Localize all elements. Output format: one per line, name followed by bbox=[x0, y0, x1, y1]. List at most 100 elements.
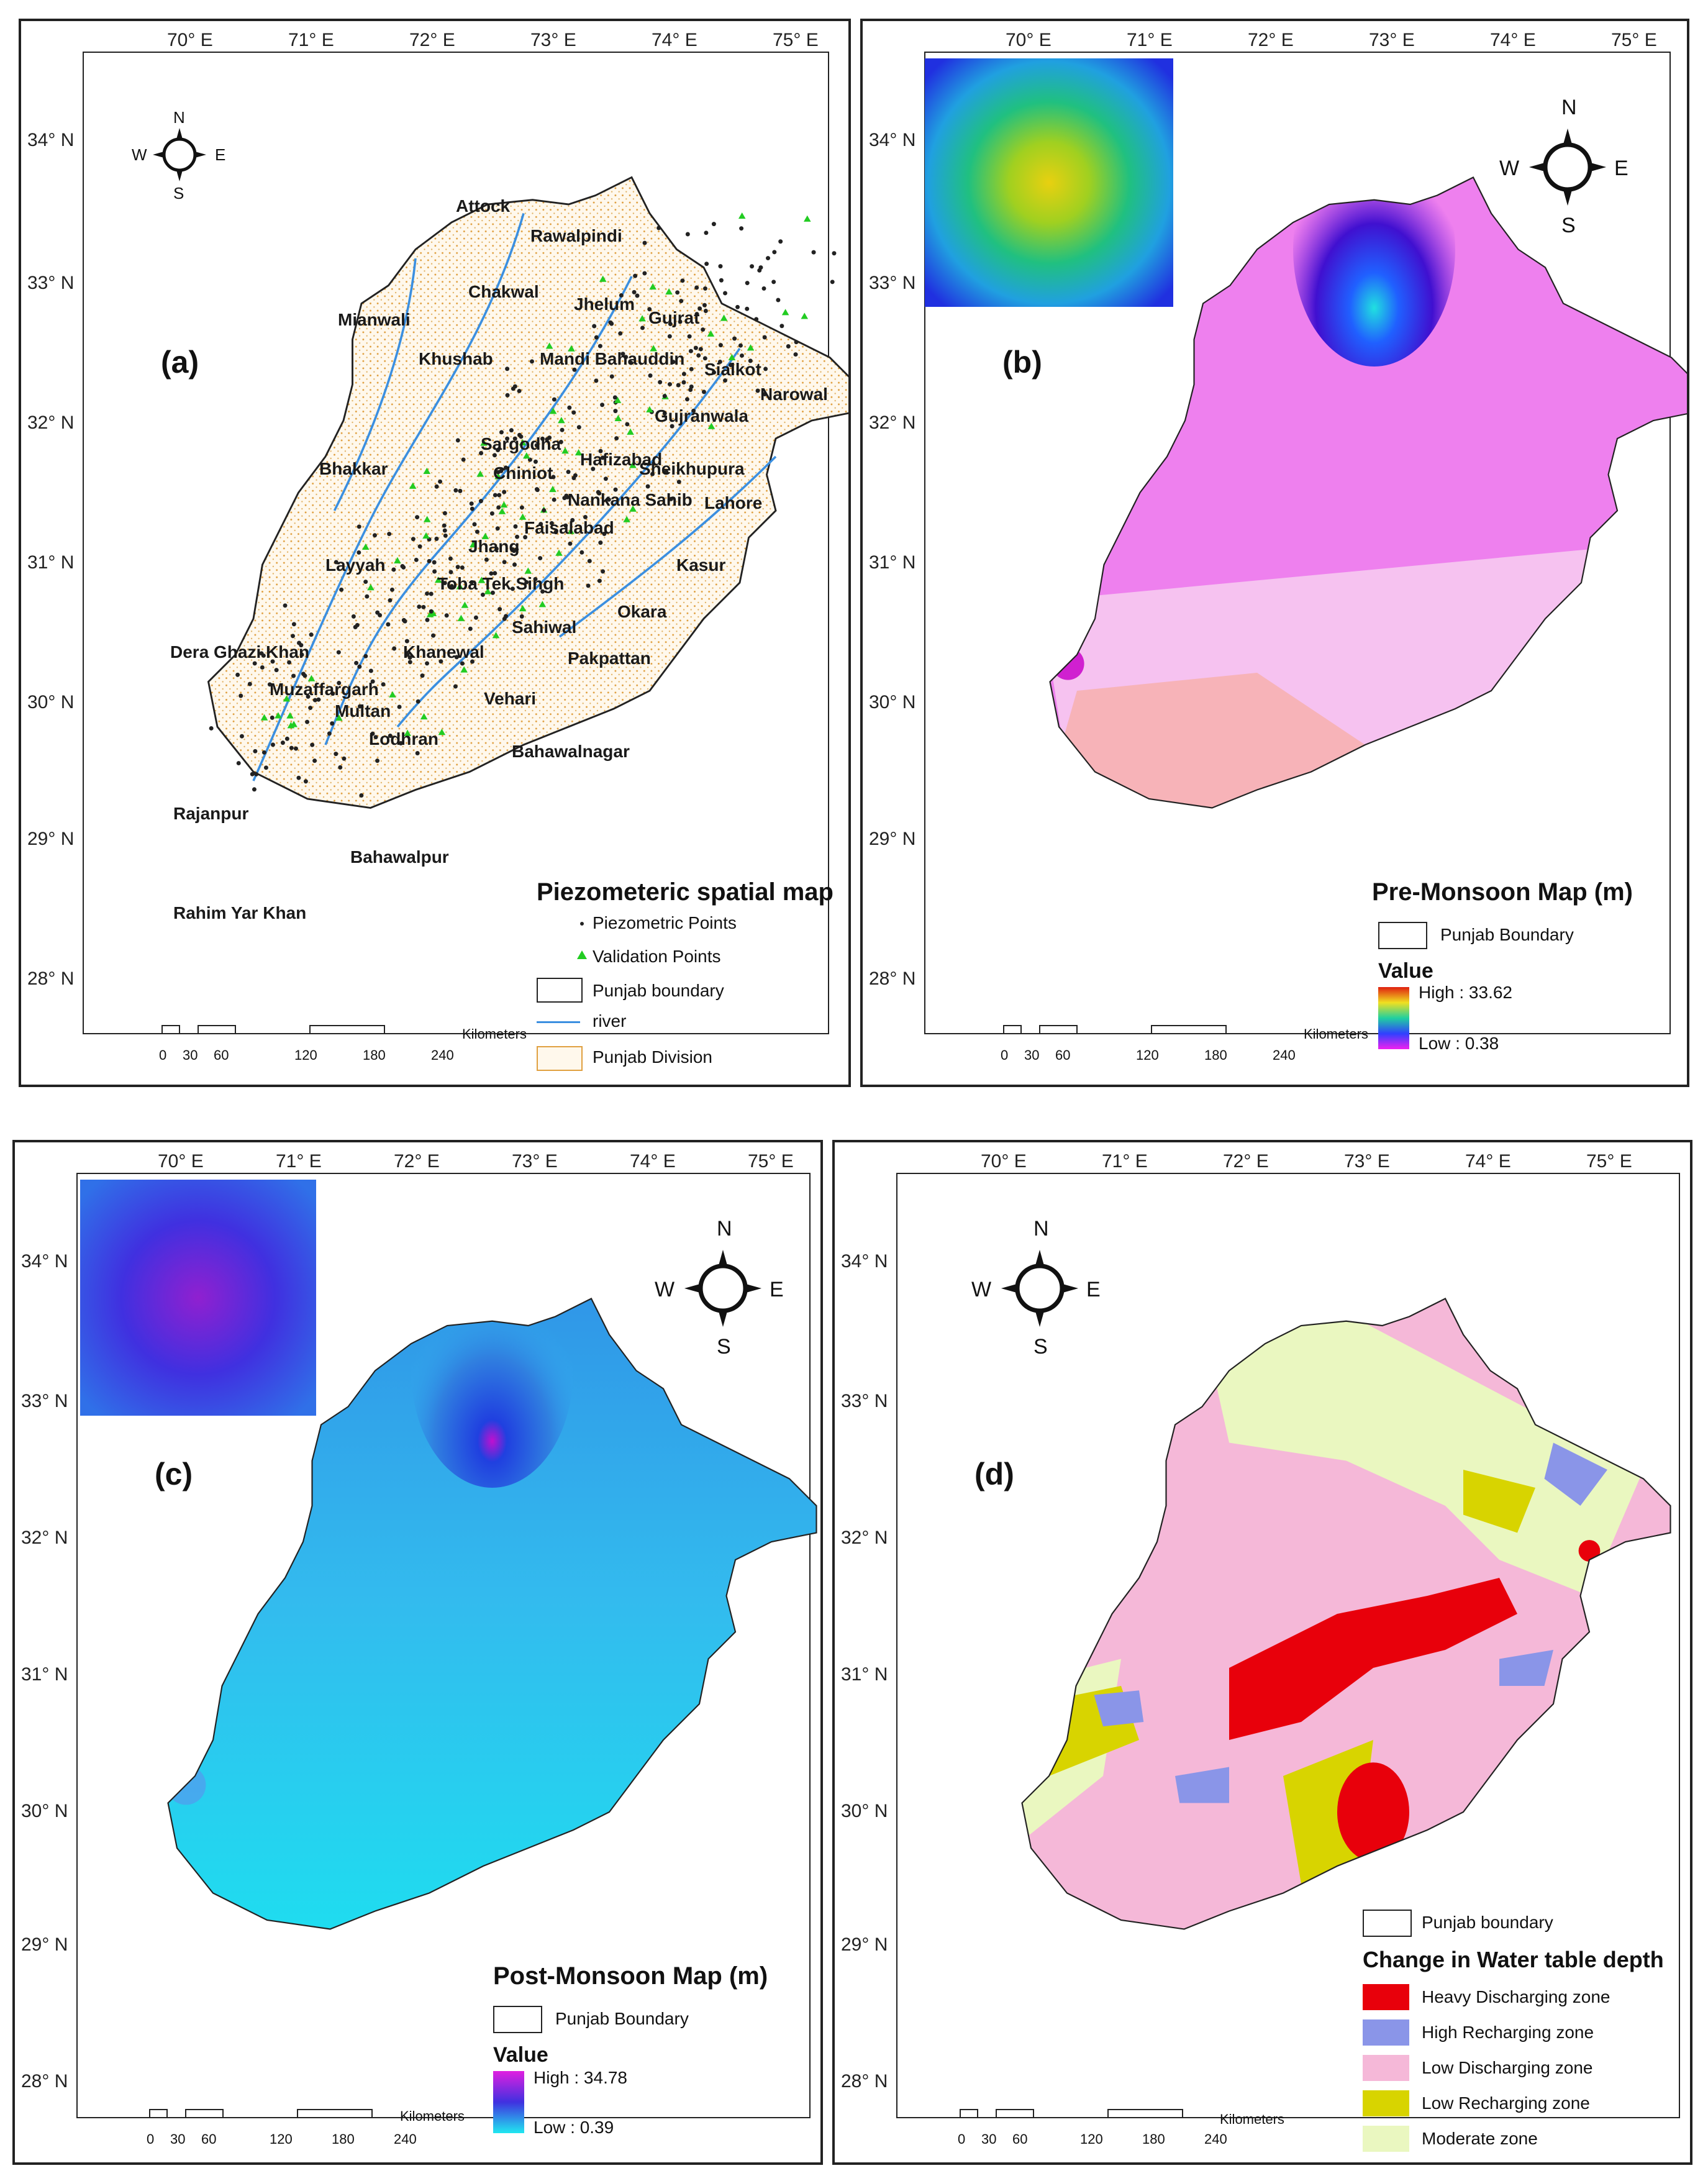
interpolation-inset bbox=[925, 58, 1173, 307]
piezometric-point bbox=[613, 409, 618, 414]
city-label: Lodhran bbox=[369, 729, 438, 749]
compass-w: W bbox=[1499, 157, 1520, 180]
piezometric-point bbox=[337, 681, 342, 686]
piezometric-point bbox=[475, 529, 479, 534]
city-label: Bahawalnagar bbox=[512, 742, 630, 761]
scale-label: 180 bbox=[1142, 2131, 1165, 2147]
lat-tick: 28° N bbox=[21, 2071, 68, 2092]
scale-label: 60 bbox=[201, 2131, 217, 2147]
legend-title: Post-Monsoon Map (m) bbox=[493, 1962, 768, 1990]
city-label: Vehari bbox=[484, 689, 537, 708]
compass-icon bbox=[1529, 128, 1607, 206]
piezometric-point bbox=[712, 370, 717, 375]
piezometric-point bbox=[312, 758, 317, 763]
lon-tick: 73° E bbox=[1344, 1151, 1390, 1172]
piezometric-point bbox=[540, 436, 545, 441]
scale-units: Kilometers bbox=[462, 1026, 527, 1042]
piezometric-point bbox=[830, 280, 835, 285]
compass-s: S bbox=[1033, 1335, 1048, 1359]
pre-monsoon-map bbox=[924, 52, 1687, 1034]
legend-validation-triangle bbox=[577, 950, 587, 959]
city-label: Narowal bbox=[760, 385, 828, 404]
piezometric-point bbox=[542, 508, 547, 512]
scale-units: Kilometers bbox=[1220, 2111, 1284, 2127]
piezometric-point bbox=[519, 614, 524, 619]
piezometric-point bbox=[299, 643, 304, 648]
piezometric-point bbox=[701, 389, 706, 394]
value-ramp bbox=[1378, 987, 1409, 1049]
piezometric-point bbox=[540, 589, 545, 594]
piezometric-point bbox=[586, 583, 591, 588]
lat-tick: 34° N bbox=[841, 1251, 888, 1272]
piezometric-point bbox=[552, 497, 556, 502]
validation-point bbox=[623, 516, 630, 522]
piezometric-point bbox=[740, 353, 744, 358]
piezometric-point bbox=[668, 382, 672, 387]
legend-item: Punjab Boundary bbox=[1440, 925, 1574, 944]
piezometric-point bbox=[696, 353, 701, 358]
piezometric-point bbox=[658, 380, 663, 385]
piezometric-point bbox=[305, 719, 310, 724]
piezometric-point bbox=[832, 251, 837, 256]
piezometric-point bbox=[431, 633, 436, 638]
validation-point bbox=[519, 513, 527, 520]
piezometric-point bbox=[373, 735, 378, 740]
validation-point bbox=[394, 557, 401, 563]
validation-point bbox=[335, 714, 343, 721]
piezometric-point bbox=[339, 587, 344, 592]
piezometric-point bbox=[612, 395, 617, 400]
lat-tick: 33° N bbox=[27, 273, 75, 293]
city-label: Khanewal bbox=[403, 642, 484, 662]
validation-point bbox=[290, 721, 298, 727]
legend-boundary-swatch bbox=[1363, 1910, 1412, 1937]
piezometric-point bbox=[247, 681, 252, 686]
piezometric-point bbox=[425, 617, 430, 622]
panel-c: 70° E 71° E 72° E 73° E 74° E 75° E 34° … bbox=[12, 1140, 823, 2165]
legend-swatch-low-recharging bbox=[1363, 2090, 1409, 2116]
legend-high: High : 33.62 bbox=[1419, 983, 1512, 1002]
piezometric-point bbox=[280, 740, 285, 745]
piezometric-point bbox=[563, 523, 568, 528]
city-label: Chiniot bbox=[493, 463, 553, 483]
piezometric-point bbox=[388, 598, 393, 603]
piezometric-point bbox=[306, 694, 311, 699]
legend-piezometric-dot bbox=[580, 922, 584, 926]
piezometric-point bbox=[739, 226, 744, 231]
piezometric-point bbox=[263, 765, 268, 770]
piezometric-point bbox=[509, 428, 514, 433]
validation-point bbox=[286, 712, 294, 719]
validation-point bbox=[567, 527, 575, 534]
piezometric-point bbox=[598, 448, 603, 453]
lat-tick: 33° N bbox=[841, 1391, 888, 1411]
piezometric-point bbox=[772, 250, 777, 255]
validation-point bbox=[283, 695, 291, 702]
scale-label: 60 bbox=[1055, 1047, 1071, 1063]
validation-point bbox=[638, 315, 646, 322]
piezometric-point bbox=[448, 556, 453, 561]
scale-label: 120 bbox=[294, 1047, 317, 1063]
lon-tick: 71° E bbox=[1102, 1151, 1148, 1172]
piezometric-point bbox=[289, 745, 294, 750]
lon-tick: 75° E bbox=[1586, 1151, 1632, 1172]
piezometric-point bbox=[284, 736, 289, 741]
scale-units: Kilometers bbox=[400, 2108, 465, 2124]
legend-title: Change in Water table depth bbox=[1363, 1947, 1664, 1972]
legend-boundary-swatch bbox=[493, 2006, 542, 2033]
city-label: Pakpattan bbox=[568, 649, 651, 668]
city-label: Chakwal bbox=[468, 282, 539, 301]
lat-tick: 29° N bbox=[27, 829, 75, 849]
piezometric-point bbox=[591, 467, 596, 471]
validation-point bbox=[457, 614, 465, 621]
piezometric-point bbox=[425, 661, 430, 666]
piezometric-point bbox=[523, 535, 528, 540]
piezometric-point bbox=[336, 650, 341, 655]
legend-boundary-swatch bbox=[537, 978, 583, 1003]
compass-n: N bbox=[1561, 96, 1577, 119]
compass-e: E bbox=[1614, 157, 1629, 180]
piezometric-point bbox=[415, 751, 420, 755]
piezometric-point bbox=[499, 430, 504, 435]
piezometric-point bbox=[553, 530, 558, 535]
piezometric-point bbox=[470, 659, 475, 664]
validation-point bbox=[629, 462, 637, 468]
piezometric-point bbox=[619, 293, 624, 298]
